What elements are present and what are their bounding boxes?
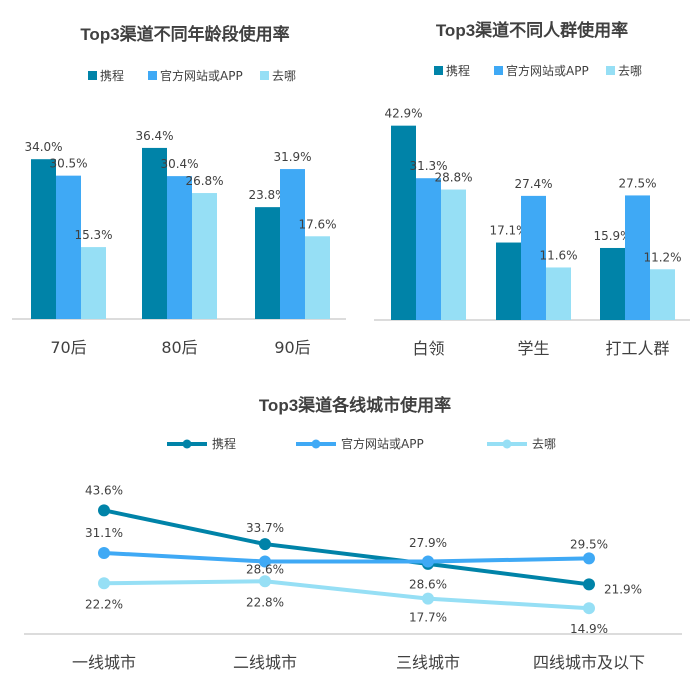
bar-2-1	[142, 148, 167, 319]
point-label-3-3: 17.7%	[409, 611, 447, 625]
series-line-3	[104, 581, 589, 608]
bar-2-2	[167, 176, 192, 319]
legend-swatch-3	[606, 66, 615, 75]
x-tick-label-3: 90后	[274, 338, 310, 357]
group-chart-title: Top3渠道不同人群使用率	[436, 20, 628, 40]
point-label-3-2: 22.8%	[246, 595, 284, 609]
bar-value-label-2-2: 30.4%	[160, 157, 198, 171]
point-3-3	[422, 593, 434, 605]
point-3-1	[98, 577, 110, 589]
point-label-2-4: 29.5%	[570, 537, 608, 551]
bar-value-label-3-2: 31.9%	[273, 150, 311, 164]
bar-value-label-3-3: 11.2%	[643, 250, 681, 264]
point-2-4	[583, 552, 595, 564]
city-tier-line-chart: Top3渠道各线城市使用率 携程 官方网站或APP 去哪 43.6% 33.7% 27.…	[24, 395, 682, 672]
point-2-1	[98, 547, 110, 559]
city-chart-plot: 43.6% 33.7% 27.9% 21.9% 31.1% 28.6% 28.6% 29.5%…	[24, 483, 682, 672]
bar-value-label-1-1: 42.9%	[384, 107, 422, 121]
bar-value-label-1-3: 28.8%	[434, 171, 472, 185]
legend-label-1: 携程	[446, 63, 470, 78]
bar-2-1	[496, 243, 521, 320]
bar-2-3	[546, 267, 571, 320]
bar-value-label-3-2: 27.5%	[618, 176, 656, 190]
point-3-4	[583, 602, 595, 614]
bar-1-3	[441, 190, 466, 320]
x-tick-label-1: 一线城市	[72, 653, 136, 672]
bar-value-label-1-2: 30.5%	[49, 157, 87, 171]
bar-3-1	[255, 207, 280, 319]
legend-label-2: 官方网站或APP	[341, 436, 424, 451]
legend-label-2: 官方网站或APP	[506, 63, 589, 78]
point-3-2	[259, 575, 271, 587]
point-label-1-4: 21.9%	[604, 582, 642, 596]
point-label-2-1: 31.1%	[85, 526, 123, 540]
x-tick-label-2: 二线城市	[233, 653, 297, 672]
bar-value-label-2-2: 27.4%	[514, 177, 552, 191]
city-chart-legend: 携程 官方网站或APP 去哪	[167, 436, 556, 451]
legend-label-1: 携程	[100, 68, 124, 83]
x-tick-label-1: 白领	[412, 339, 444, 358]
x-tick-label-3: 三线城市	[396, 653, 460, 672]
legend-label-2: 官方网站或APP	[160, 68, 243, 83]
bar-1-1	[31, 159, 56, 319]
legend-swatch-1	[88, 71, 97, 80]
age-chart-plot: 34.0% 30.5% 15.3% 70后 36.4% 30.4% 26.8% 80后 23.8…	[12, 129, 346, 357]
point-label-1-3: 27.9%	[409, 536, 447, 550]
population-group-bar-chart: Top3渠道不同人群使用率 携程 官方网站或APP 去哪 42.9% 31.3%28.…	[374, 20, 690, 358]
x-tick-label-4: 四线城市及以下	[533, 653, 645, 672]
legend-marker-3	[503, 440, 512, 449]
x-tick-label-2: 学生	[517, 339, 549, 358]
legend-swatch-3	[260, 71, 269, 80]
series-line-1	[104, 510, 589, 584]
legend-marker-2	[312, 440, 321, 449]
bar-value-label-2-3: 11.6%	[539, 248, 577, 262]
bar-3-3	[305, 236, 330, 319]
point-label-3-4: 14.9%	[570, 622, 608, 636]
group-chart-legend: 携程 官方网站或APP 去哪	[434, 63, 642, 78]
bar-1-2	[56, 176, 81, 319]
bar-value-label-2-3: 26.8%	[185, 174, 223, 188]
legend-label-3: 去哪	[618, 64, 642, 78]
point-label-2-2: 28.6%	[246, 562, 284, 576]
point-1-2	[259, 538, 271, 550]
x-tick-label-1: 70后	[50, 338, 86, 357]
bar-1-3	[81, 247, 106, 319]
legend-label-1: 携程	[212, 436, 236, 451]
legend-swatch-2	[494, 66, 503, 75]
point-1-4	[583, 578, 595, 590]
bar-3-2	[280, 169, 305, 319]
group-chart-plot: 42.9% 31.3%28.8% 白领 17.1% 27.4% 11.6% 学生 15.9% 2…	[374, 107, 690, 358]
bar-value-label-3-3: 17.6%	[298, 217, 336, 231]
legend-marker-1	[183, 440, 192, 449]
bar-3-1	[600, 248, 625, 320]
legend-swatch-2	[148, 71, 157, 80]
point-2-3	[422, 555, 434, 567]
bar-3-3	[650, 269, 675, 320]
age-chart-legend: 携程 官方网站或APP 去哪	[88, 68, 296, 83]
point-label-1-2: 33.7%	[246, 521, 284, 535]
bar-1-1	[391, 126, 416, 320]
bar-value-label-2-1: 36.4%	[135, 129, 173, 143]
bar-value-label-1-1: 34.0%	[24, 140, 62, 154]
legend-label-3: 去哪	[532, 437, 556, 451]
point-label-2-3: 28.6%	[409, 577, 447, 591]
city-chart-title: Top3渠道各线城市使用率	[259, 395, 451, 415]
point-label-1-1: 43.6%	[85, 483, 123, 497]
bar-2-3	[192, 193, 217, 319]
legend-label-3: 去哪	[272, 69, 296, 83]
age-chart-title: Top3渠道不同年龄段使用率	[80, 24, 289, 44]
point-label-3-1: 22.2%	[85, 597, 123, 611]
age-group-bar-chart: Top3渠道不同年龄段使用率 携程 官方网站或APP 去哪 34.0% 30.5% 15…	[12, 24, 346, 357]
x-tick-label-3: 打工人群	[605, 339, 669, 358]
x-tick-label-2: 80后	[161, 338, 197, 357]
bar-value-label-1-3: 15.3%	[74, 228, 112, 242]
bar-1-2	[416, 178, 441, 320]
legend-swatch-1	[434, 66, 443, 75]
point-1-1	[98, 504, 110, 516]
